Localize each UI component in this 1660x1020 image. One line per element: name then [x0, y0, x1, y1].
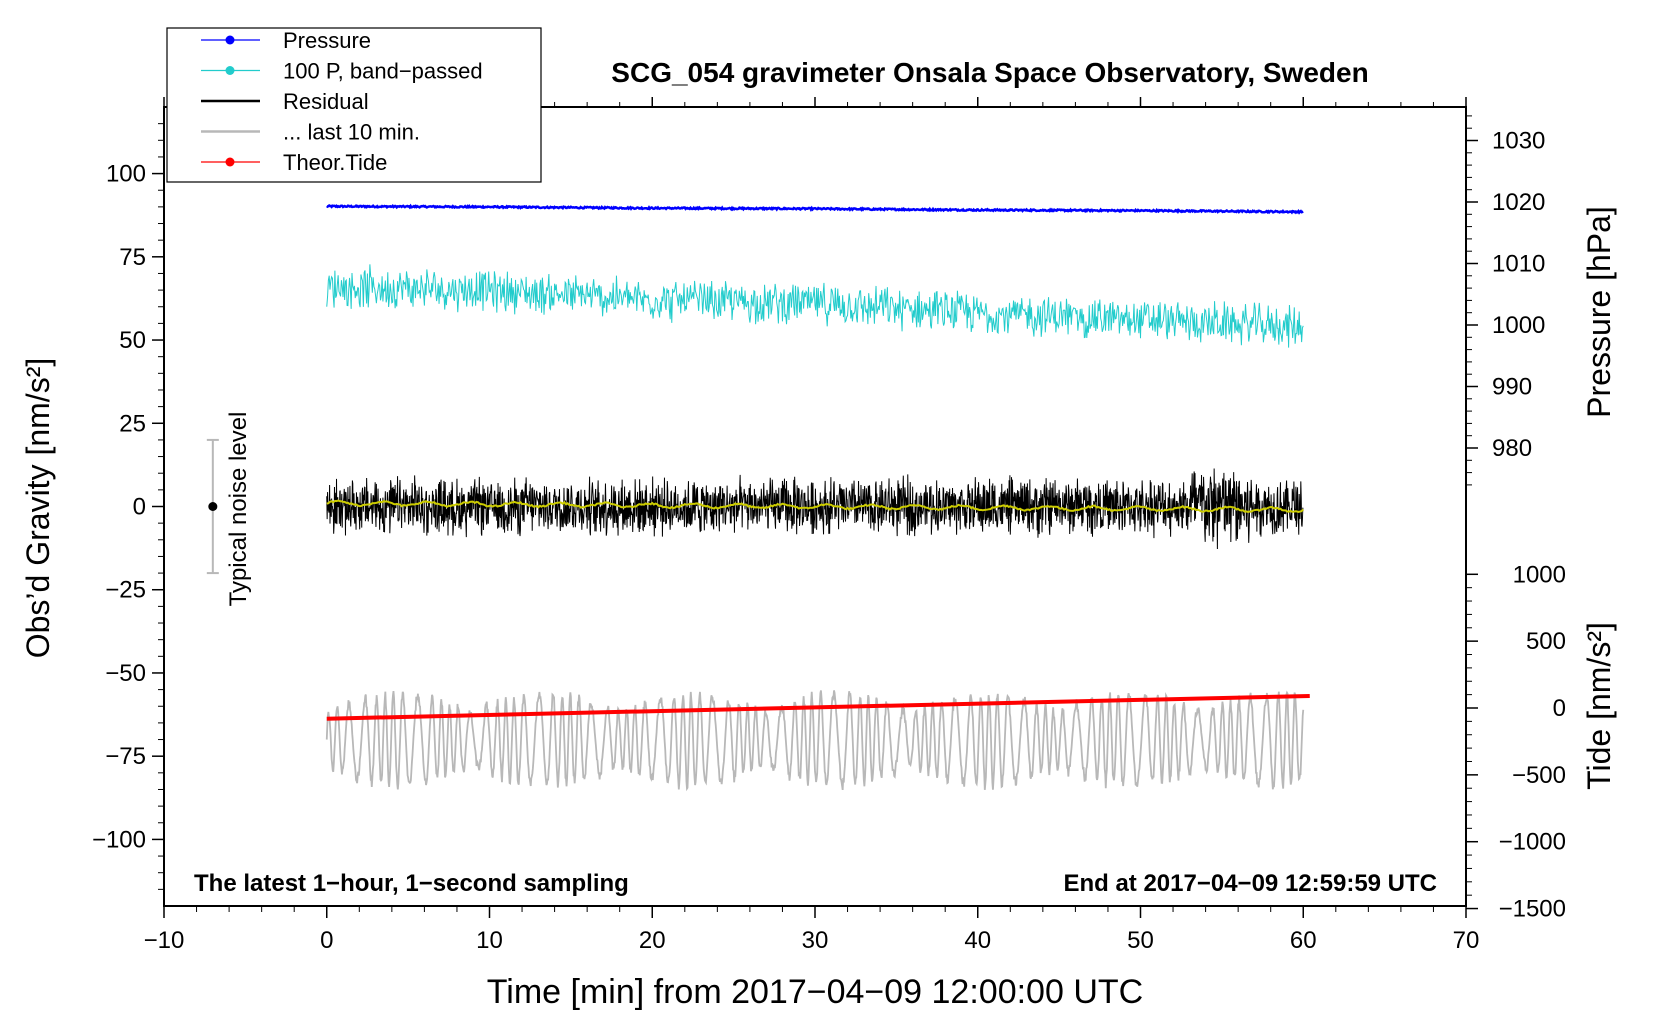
y-left-tick-label: 25	[119, 410, 146, 437]
tide-tick-label: −1500	[1499, 896, 1566, 923]
x-tick-label: −10	[144, 927, 185, 954]
x-tick-label: 60	[1290, 927, 1317, 954]
y-right-axis: 1030 1020 1010 1000 990 980 1000 500 0 −500 −1000 −…	[1466, 115, 1566, 923]
series-theoretical-tide	[326, 693, 1310, 721]
pressure-tick-label: 1010	[1492, 251, 1545, 278]
y-left-tick-label: −75	[105, 743, 146, 770]
pressure-tick-label: 1020	[1492, 189, 1545, 216]
x-axis: −10 0 10 20 30 40 50 60 70	[144, 97, 1480, 954]
y-left-tick-label: −50	[105, 660, 146, 687]
y-left-tick-label: 50	[119, 327, 146, 354]
series-pressure	[326, 203, 1304, 215]
x-tick-label: 0	[320, 927, 333, 954]
x-tick-label: 40	[964, 927, 991, 954]
y-left-tick-label: 100	[106, 161, 146, 188]
legend-box	[166, 27, 542, 183]
y-left-tick-label: 75	[119, 244, 146, 271]
series-last-10-min	[325, 690, 1305, 792]
legend-label: Theor.Tide	[283, 150, 387, 175]
bottom-right-annotation: End at 2017−04−09 12:59:59 UTC	[1063, 870, 1437, 897]
bottom-left-annotation: The latest 1−hour, 1−second sampling	[194, 870, 629, 897]
tide-tick-label: −1000	[1499, 829, 1566, 856]
noise-bar-center-dot	[208, 502, 218, 511]
legend-marker	[225, 66, 235, 75]
legend-marker	[225, 157, 235, 167]
tide-tick-label: 0	[1553, 695, 1566, 722]
tide-tick-label: 1000	[1513, 561, 1566, 588]
legend-label: 100 P, band−passed	[283, 59, 483, 84]
series-residual	[326, 468, 1304, 550]
legend-label: Pressure	[283, 28, 371, 53]
pressure-tick-label: 980	[1492, 435, 1532, 462]
y-left-axis: 100 75 50 25 0 −25 −50 −75 −100	[92, 123, 164, 890]
x-tick-label: 70	[1453, 927, 1480, 954]
chart-title: SCG_054 gravimeter Onsala Space Observat…	[611, 57, 1368, 88]
x-tick-label: 10	[476, 927, 503, 954]
y-left-tick-label: 0	[133, 494, 146, 521]
legend-marker	[225, 35, 235, 45]
x-tick-label: 30	[802, 927, 829, 954]
x-tick-label: 20	[639, 927, 666, 954]
tide-tick-label: 500	[1526, 628, 1566, 655]
y-left-tick-label: −100	[92, 826, 146, 853]
series-residual-smoothed	[326, 499, 1304, 514]
y-axis-label-pressure: Pressure [hPa]	[1581, 206, 1617, 418]
x-tick-label: 50	[1127, 927, 1154, 954]
pressure-tick-label: 1030	[1492, 128, 1545, 155]
pressure-tick-label: 1000	[1492, 312, 1545, 339]
pressure-tick-label: 990	[1492, 374, 1532, 401]
y-left-tick-label: −25	[105, 577, 146, 604]
legend-label: Residual	[283, 89, 369, 114]
noise-level-bar	[206, 438, 219, 575]
tide-tick-label: −500	[1512, 762, 1566, 789]
series-pressure-band-passed	[326, 264, 1304, 348]
y-axis-label-tide: Tide [nm/s²]	[1581, 622, 1617, 790]
x-axis-label: Time [min] from 2017−04−09 12:00:00 UTC	[487, 973, 1143, 1011]
noise-level-label: Typical noise level	[225, 412, 252, 607]
series-layer	[325, 203, 1310, 792]
y-axis-label-gravity: Obs’d Gravity [nm/s²]	[20, 358, 56, 659]
legend: Pressure 100 P, band−passed Residual ... la…	[166, 27, 542, 183]
legend-label: ... last 10 min.	[283, 120, 420, 145]
